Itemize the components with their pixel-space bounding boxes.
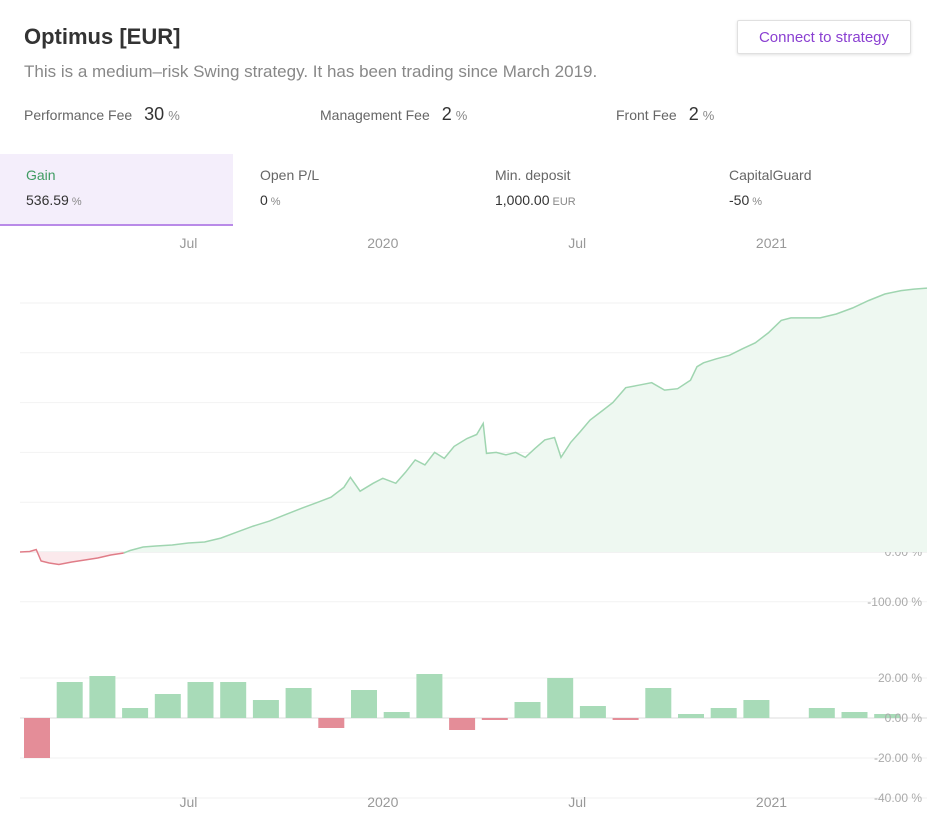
- front-fee-label: Front Fee: [616, 107, 677, 123]
- monthly-bar: [220, 682, 247, 718]
- gain-negative-line: [19, 548, 124, 566]
- monthly-bar: [612, 718, 639, 720]
- tab-capitalguard[interactable]: CapitalGuard -50%: [703, 154, 936, 226]
- monthly-bar: [89, 676, 116, 718]
- gain-value: 536.59: [26, 192, 69, 208]
- monthly-bar: [449, 718, 476, 730]
- management-fee-label: Management Fee: [320, 107, 430, 123]
- monthly-bar: [678, 714, 704, 718]
- monthly-bar: [579, 706, 606, 718]
- tab-open-pl[interactable]: Open P/L 0%: [234, 154, 467, 226]
- open-pl-value: 0: [260, 192, 268, 208]
- open-pl-unit: %: [270, 196, 281, 208]
- front-fee-value: 2: [688, 104, 699, 124]
- top-x-tick-label: 2021: [756, 235, 787, 251]
- front-fee: Front Fee 2 %: [616, 104, 714, 125]
- monthly-bar: [808, 708, 835, 718]
- monthly-bar: [416, 674, 443, 718]
- performance-fee-label: Performance Fee: [24, 107, 133, 123]
- performance-fee-unit: %: [168, 108, 180, 123]
- monthly-bar: [24, 718, 50, 758]
- gain-negative-area: [20, 549, 124, 565]
- top-x-tick-label: Jul: [179, 235, 197, 251]
- monthly-bar: [874, 714, 901, 718]
- bottom-x-tick-label: 2020: [367, 794, 398, 810]
- capitalguard-unit: %: [752, 196, 763, 208]
- connect-to-strategy-button[interactable]: Connect to strategy: [737, 20, 911, 54]
- open-pl-label: Open P/L: [260, 167, 320, 183]
- min-deposit-value: 1,000.00: [495, 192, 550, 208]
- tab-min-deposit[interactable]: Min. deposit 1,000.00 EUR: [469, 154, 702, 226]
- front-fee-unit: %: [702, 108, 715, 123]
- gain-positive-area: [123, 288, 927, 553]
- management-fee-value: 2: [441, 104, 452, 124]
- gain-unit: %: [71, 196, 82, 208]
- monthly-bar: [645, 688, 672, 718]
- monthly-bar: [514, 702, 541, 718]
- monthly-y-tick-label: -40.00 %: [874, 791, 922, 805]
- capitalguard-label: CapitalGuard: [729, 167, 812, 183]
- monthly-bar: [710, 708, 737, 718]
- min-deposit-label: Min. deposit: [495, 167, 571, 183]
- gain-y-tick-label: -100.00 %: [867, 595, 922, 609]
- monthly-bar: [154, 694, 181, 718]
- capitalguard-value: -50: [729, 192, 750, 208]
- monthly-bar: [285, 688, 312, 718]
- management-fee: Management Fee 2 %: [320, 104, 467, 125]
- min-deposit-unit: EUR: [552, 196, 576, 208]
- gain-label: Gain: [26, 167, 56, 183]
- performance-fee-value: 30: [144, 104, 165, 124]
- strategy-description: This is a medium–risk Swing strategy. It…: [24, 62, 598, 81]
- management-fee-unit: %: [455, 108, 468, 123]
- bottom-x-tick-label: Jul: [568, 794, 586, 810]
- gain-positive-line: [123, 287, 928, 554]
- monthly-bar: [841, 712, 868, 718]
- monthly-bar: [481, 718, 508, 720]
- bottom-x-tick-label: 2021: [756, 794, 787, 810]
- monthly-bar: [122, 708, 149, 718]
- page-title: Optimus [EUR]: [24, 24, 181, 49]
- top-x-tick-label: 2020: [367, 235, 398, 251]
- monthly-bar: [547, 678, 574, 718]
- top-x-tick-label: Jul: [568, 235, 586, 251]
- monthly-bar: [187, 682, 214, 718]
- tab-gain[interactable]: Gain 536.59%: [0, 154, 233, 226]
- monthly-bar: [383, 712, 410, 718]
- monthly-bar: [318, 718, 345, 728]
- monthly-bar: [252, 700, 279, 718]
- monthly-y-tick-label: 0.00 %: [885, 711, 923, 725]
- monthly-bar: [743, 700, 770, 718]
- monthly-y-tick-label: -20.00 %: [874, 751, 922, 765]
- bottom-x-tick-label: Jul: [179, 794, 197, 810]
- monthly-y-tick-label: 20.00 %: [878, 671, 922, 685]
- monthly-bar: [56, 682, 83, 718]
- monthly-bar: [351, 690, 377, 718]
- performance-fee: Performance Fee 30 %: [24, 104, 180, 125]
